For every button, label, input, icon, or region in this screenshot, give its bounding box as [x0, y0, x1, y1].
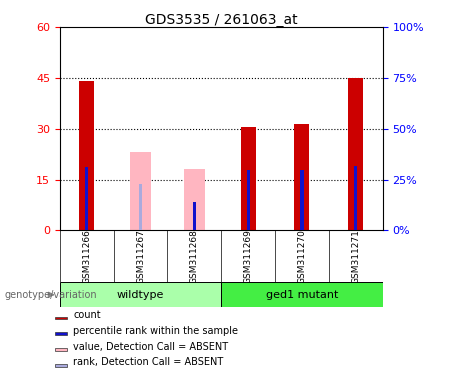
Text: GSM311271: GSM311271: [351, 229, 360, 284]
Text: wildtype: wildtype: [117, 290, 164, 300]
Text: GSM311269: GSM311269: [244, 229, 253, 284]
Text: count: count: [73, 310, 100, 320]
Bar: [348, 78, 363, 230]
Bar: [139, 184, 142, 230]
Bar: [301, 170, 303, 230]
Bar: [221, 282, 383, 307]
Text: GSM311268: GSM311268: [190, 229, 199, 284]
Text: ged1 mutant: ged1 mutant: [266, 290, 338, 300]
Bar: [55, 333, 67, 335]
Text: genotype/variation: genotype/variation: [5, 290, 97, 300]
Bar: [85, 167, 89, 230]
Bar: [55, 364, 67, 367]
Bar: [79, 81, 95, 230]
Bar: [247, 170, 250, 230]
Bar: [130, 152, 151, 230]
Bar: [193, 202, 196, 230]
Bar: [241, 127, 256, 230]
Bar: [60, 282, 221, 307]
Text: value, Detection Call = ABSENT: value, Detection Call = ABSENT: [73, 341, 228, 351]
Bar: [55, 316, 67, 319]
Text: GSM311267: GSM311267: [136, 229, 145, 284]
Bar: [55, 348, 67, 351]
Bar: [295, 124, 309, 230]
Text: GSM311270: GSM311270: [297, 229, 307, 284]
Text: GDS3535 / 261063_at: GDS3535 / 261063_at: [145, 13, 298, 27]
Text: percentile rank within the sample: percentile rank within the sample: [73, 326, 238, 336]
Bar: [354, 166, 357, 230]
Text: rank, Detection Call = ABSENT: rank, Detection Call = ABSENT: [73, 358, 223, 367]
Bar: [184, 169, 205, 230]
Text: GSM311266: GSM311266: [83, 229, 91, 284]
